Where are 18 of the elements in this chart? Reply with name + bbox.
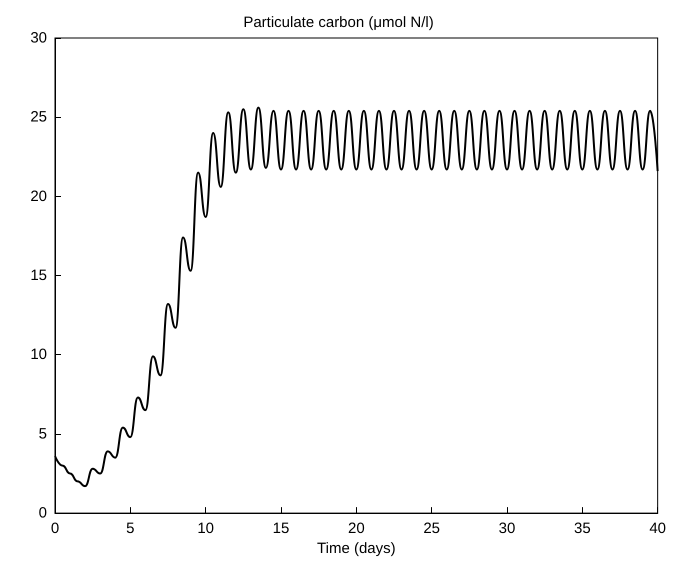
x-tick-label: 15: [272, 520, 290, 538]
x-tick-label: 25: [423, 520, 440, 538]
chart-title: Particulate carbon (μmol N/l): [243, 14, 434, 31]
y-tick-label: 15: [30, 267, 47, 284]
y-tick-label: 20: [30, 188, 47, 205]
x-tick-label: 30: [498, 520, 516, 538]
y-tick-label: 30: [30, 30, 47, 46]
x-tick-label: 40: [649, 520, 666, 538]
y-tick-label: 0: [38, 504, 47, 522]
y-tick-label: 25: [30, 108, 47, 126]
y-tick-label: 5: [38, 425, 47, 442]
x-tick-label: 10: [197, 520, 214, 538]
x-tick-label: 35: [574, 520, 591, 538]
x-tick-label: 20: [348, 520, 365, 538]
x-axis-title: Time (days): [317, 540, 396, 557]
y-tick-label: 10: [30, 346, 47, 364]
x-tick-label: 5: [126, 520, 135, 538]
x-tick-label: 0: [50, 520, 60, 538]
